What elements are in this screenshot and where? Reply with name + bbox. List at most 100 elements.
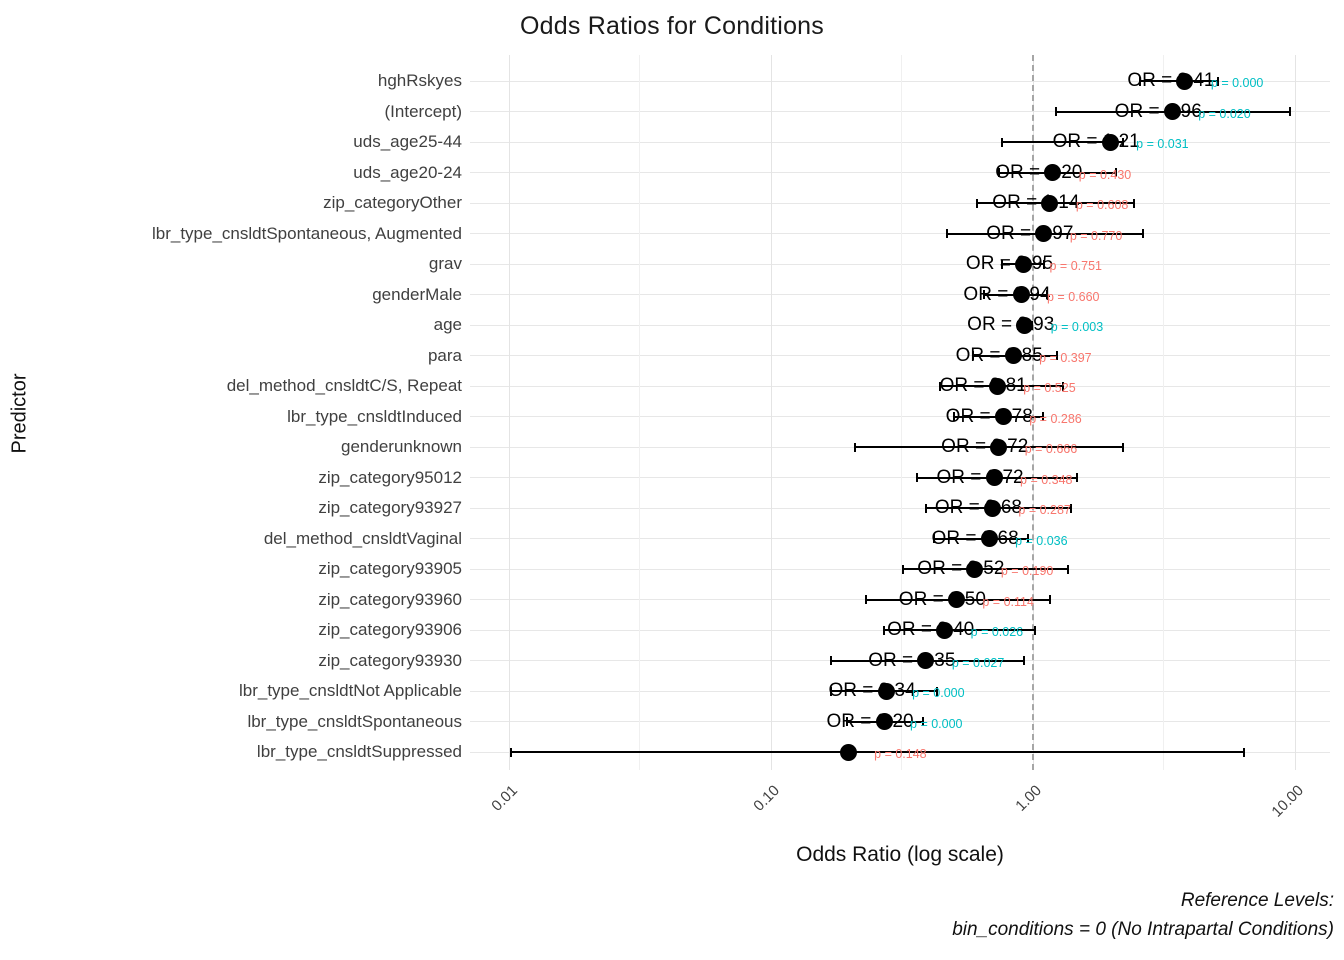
point-estimate-dot [936,621,954,639]
point-estimate-dot [1015,255,1032,273]
error-bar-cap-left [971,351,974,360]
x-axis-tick-label: 10.00 [1268,782,1308,821]
p-value-label: p = 0.000 [910,716,963,731]
odds-ratio-label: OR = 0.35 [868,649,956,671]
y-axis-label: zip_category93960 [318,589,462,609]
caption-line-1: Reference Levels: [1180,890,1334,911]
y-axis-label: uds_age25-44 [353,132,462,151]
odds-ratio-label: OR = 0.93 [967,314,1055,335]
p-value-label: p = 0.287 [1018,503,1071,517]
odds-ratio-label: OR = 0.81 [939,375,1027,396]
point-estimate-dot [985,469,1003,486]
y-axis-label: lbr_type_cnsldtInduced [287,406,462,426]
error-bar-cap-left [953,412,956,421]
error-bar-cap-left [1000,137,1003,147]
caption-line-2: bin_conditions = 0 (No Intrapartal Condi… [952,919,1334,940]
p-value-label: p = 0.036 [1015,533,1068,548]
p-value-label: p = 0.026 [970,625,1024,639]
odds-ratio-label: OR = 0.40 [887,619,975,640]
point-estimate-dot [990,438,1008,456]
error-bar-cap-right [1115,168,1118,177]
odds-ratio-label: OR = 0.72 [941,436,1029,457]
p-value-label: p = 0.430 [1078,167,1132,182]
horizontal-gridline [470,172,1330,173]
horizontal-gridline [470,507,1330,509]
x-axis-title: Odds Ratio (log scale) [796,843,1004,866]
chart-title: Odds Ratios for Conditions [520,12,824,40]
horizontal-gridline [470,111,1330,112]
error-bar [1001,141,1123,143]
error-bar-cap-right [1243,747,1246,757]
point-estimate-dot [1101,133,1119,151]
error-bar-cap-left [1000,259,1003,269]
error-bar-cap-right [1121,137,1124,147]
y-axis-label: lbr_type_cnsldtSuppressed [256,742,462,761]
p-value-label: p = 0.397 [1039,350,1092,365]
odds-ratio-label: OR = 0.34 [828,680,916,701]
point-estimate-dot [980,530,998,547]
y-axis-label: genderunknown [341,437,462,456]
odds-ratio-label: OR = 1.21 [1052,131,1140,152]
point-estimate-dot [1044,164,1062,181]
p-value-label: p = 0.148 [874,747,927,761]
horizontal-gridline [470,538,1330,539]
error-bar-cap-left [845,717,848,726]
error-bar-cap-right [1034,625,1037,635]
error-bar-cap-right [1133,198,1136,208]
odds-ratio-label: OR = 1.96 [1114,100,1202,122]
vertical-major-gridline [1294,55,1296,770]
y-axis-label: del_method_cnsldtVaginal [263,528,462,548]
horizontal-gridline [470,263,1330,265]
p-value-label: p = 0.114 [982,594,1034,609]
horizontal-gridline [470,202,1330,204]
error-bar-cap-left [997,168,1000,177]
reference-line-or-1 [1032,55,1034,770]
odds-ratio-label: OR = 0.97 [986,222,1074,244]
x-axis-tick-label: 0.01 [488,782,522,815]
error-bar-cap-right [1048,595,1051,604]
y-axis-label: uds_age20-24 [353,162,462,182]
y-axis-label: lbr_type_cnsldtSpontaneous, Augmented [151,223,462,243]
error-bar-cap-right [1041,412,1044,421]
error-bar-cap-right [1066,564,1069,574]
odds-ratio-label: OR = 0.68 [931,527,1019,549]
horizontal-gridline [470,324,1330,326]
y-axis-label: (Intercept) [384,101,462,121]
error-bar-cap-left [830,656,833,665]
y-axis-label: hghRskyes [377,71,462,90]
vertical-major-gridline [770,55,772,770]
caption: Reference Levels: bin_conditions = 0 (No… [434,886,1334,944]
point-estimate-dot [1012,286,1030,303]
horizontal-gridline [470,233,1330,234]
error-bar-cap-left [1054,107,1057,116]
error-bar-cap-right [1045,290,1048,299]
point-estimate-dot [917,652,935,669]
point-estimate-dot [994,408,1012,425]
point-estimate-dot [947,591,965,608]
error-bar-cap-left [915,473,918,482]
p-value-label: p = 0.286 [1029,411,1082,426]
error-bar-cap-left [938,381,941,391]
odds-ratio-label: OR = 3.41 [1127,70,1215,91]
y-axis-label: age [433,315,462,334]
horizontal-gridline [470,80,1330,82]
point-estimate-dot [1004,347,1022,364]
error-bar-cap-left [883,625,886,635]
point-estimate-dot [877,682,895,700]
y-axis-label: zip_categoryOther [323,193,462,212]
vertical-minor-gridline [901,55,903,770]
point-estimate-dot [1176,72,1194,90]
y-axis-label: lbr_type_cnsldtNot Applicable [238,681,462,700]
y-axis-label: del_method_cnsldtC/S, Repeat [226,376,462,395]
point-estimate-dot [983,499,1001,517]
odds-ratio-label: OR = 0.95 [965,253,1054,274]
error-bar-cap-right [1075,473,1078,482]
vertical-major-gridline [508,55,510,770]
point-estimate-dot [966,560,984,578]
y-axis-label: para [427,345,462,365]
p-value-label: p = 0.020 [1198,106,1251,121]
y-axis-label: zip_category93927 [318,498,462,517]
error-bar-cap-right [1027,534,1030,543]
y-axis-label: zip_category93930 [318,650,462,670]
odds-ratio-label: OR = 0.78 [945,405,1033,427]
